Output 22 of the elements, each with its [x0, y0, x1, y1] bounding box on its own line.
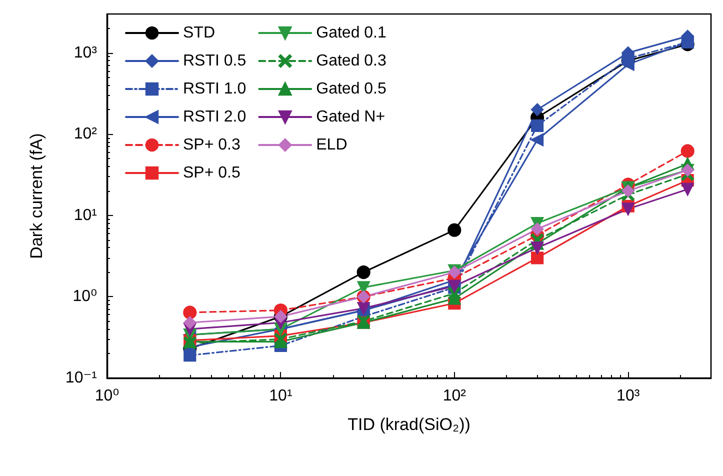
x-tick-label: 10⁰ — [94, 388, 120, 404]
y-axis-title: Dark current (fA) — [27, 133, 46, 259]
legend-label: ELD — [316, 136, 348, 154]
x-tick-label: 10¹ — [269, 388, 292, 404]
legend-label: RSTI 0.5 — [183, 52, 246, 70]
y-tick-label: 10¹ — [74, 206, 97, 224]
x-axis-title: TID (krad(SiO₂)) — [348, 415, 470, 434]
y-tick-label: 10² — [74, 126, 98, 143]
y-tick-label: 10⁰ — [72, 288, 97, 306]
legend-label: RSTI 1.0 — [183, 80, 246, 98]
legend-label: Gated 0.5 — [316, 80, 387, 98]
legend-label: RSTI 2.0 — [183, 108, 246, 126]
legend-label: Gated 0.3 — [316, 52, 387, 70]
legend-label: Gated N+ — [316, 108, 386, 126]
legend-label: SP+ 0.3 — [183, 136, 240, 154]
y-tick-label: 10⁻¹ — [65, 370, 97, 386]
legend-label: SP+ 0.5 — [183, 164, 240, 182]
x-tick-label: 10² — [442, 388, 467, 404]
legend-label: STD — [183, 24, 215, 42]
y-tick-label: 10³ — [74, 44, 98, 62]
x-tick-label: 10³ — [616, 388, 640, 404]
legend-label: Gated 0.1 — [316, 24, 387, 42]
